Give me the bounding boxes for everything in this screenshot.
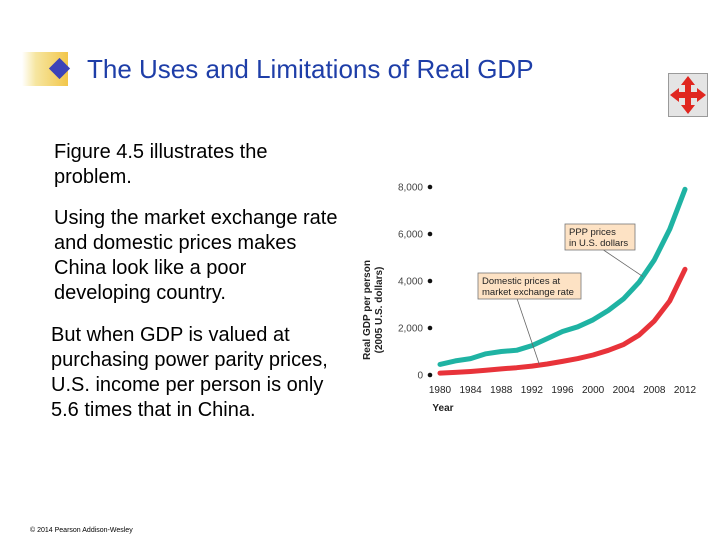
y-axis-label: Real GDP per person (362, 260, 373, 360)
y-tick-label: 4,000 (398, 277, 423, 288)
annotation-label: Domestic prices at (482, 276, 560, 287)
body-paragraph-1: Figure 4.5 illustrates the problem. (54, 141, 268, 188)
annotation-label: in U.S. dollars (569, 238, 628, 249)
gdp-line-chart: 0 2,000 4,000 6,000 8,000 Real GDP per person… (362, 183, 697, 415)
navigation-button[interactable] (668, 73, 708, 117)
annotation-leader-line (516, 298, 540, 366)
x-tick-label: 1988 (490, 385, 513, 396)
copyright-notice: © 2014 Pearson Addison-Wesley (30, 527, 133, 534)
x-tick-label: 1984 (460, 385, 483, 396)
x-tick-label: 2004 (613, 385, 636, 396)
y-tick-mark (427, 231, 433, 237)
ppp-prices-line (437, 186, 688, 367)
x-tick-label: 1992 (521, 385, 544, 396)
x-tick-label: 1980 (429, 385, 452, 396)
annotation-leader-line (603, 249, 644, 277)
x-tick-label: 2012 (674, 385, 697, 396)
y-tick-mark (427, 184, 433, 190)
x-tick-label: 2008 (643, 385, 666, 396)
y-axis-label: (2005 U.S. dollars) (374, 267, 385, 354)
annotation-label: market exchange rate (482, 287, 574, 298)
body-paragraph-3: But when GDP is valued at purchasing pow… (51, 324, 328, 421)
y-tick-mark (427, 278, 433, 284)
x-tick-label: 1996 (551, 385, 574, 396)
page-title: The Uses and Limitations of Real GDP (87, 54, 534, 84)
annotation-box (564, 223, 636, 251)
y-tick-mark (427, 372, 433, 378)
y-tick-label: 6,000 (398, 230, 423, 241)
body-paragraph-2: Using the market exchange rate and domes… (54, 207, 338, 304)
annotation-label: PPP prices (569, 227, 616, 238)
x-tick-label: 2000 (582, 385, 605, 396)
domestic-prices-line (437, 266, 688, 376)
y-tick-mark (427, 325, 433, 331)
y-tick-label: 8,000 (398, 183, 423, 194)
y-tick-label: 0 (417, 371, 423, 382)
x-axis-label: Year (432, 403, 453, 414)
four-arrows-icon (670, 76, 706, 114)
annotation-box (477, 272, 582, 300)
y-tick-label: 2,000 (398, 324, 423, 335)
